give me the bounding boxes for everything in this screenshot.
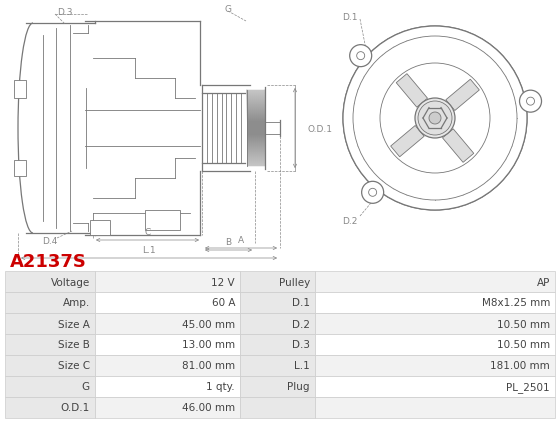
Bar (5, 376, 95, 397)
Text: B: B (226, 237, 232, 247)
Bar (95, 292, 240, 313)
Bar (95, 272, 240, 292)
Circle shape (349, 46, 372, 67)
Text: Plug: Plug (287, 381, 310, 392)
Bar (315, 334, 555, 355)
Text: PL_2501: PL_2501 (506, 381, 550, 392)
Bar (95, 334, 240, 355)
Bar (95, 313, 240, 334)
Bar (240, 292, 315, 313)
Circle shape (362, 182, 384, 204)
Bar (95, 355, 240, 376)
Bar (315, 397, 555, 418)
Bar (315, 313, 555, 334)
Text: Size A: Size A (58, 319, 90, 329)
Bar (5, 272, 95, 292)
Bar (14, 161, 26, 177)
Text: O.D.1: O.D.1 (60, 403, 90, 413)
Circle shape (343, 27, 527, 211)
Polygon shape (391, 126, 424, 157)
Circle shape (380, 64, 490, 173)
Text: Voltage: Voltage (51, 277, 90, 287)
Bar (315, 376, 555, 397)
Bar (90, 220, 110, 236)
Polygon shape (442, 130, 474, 163)
Bar (5, 355, 95, 376)
Bar (240, 334, 315, 355)
Circle shape (429, 113, 441, 125)
Text: D.1: D.1 (342, 12, 358, 21)
Text: G: G (225, 4, 231, 14)
Text: 81.00 mm: 81.00 mm (182, 360, 235, 371)
Polygon shape (396, 74, 427, 108)
Circle shape (368, 189, 377, 197)
Text: Amp.: Amp. (63, 298, 90, 308)
Circle shape (343, 27, 527, 211)
Circle shape (415, 99, 455, 139)
Text: 10.50 mm: 10.50 mm (497, 340, 550, 350)
Text: 46.00 mm: 46.00 mm (182, 403, 235, 413)
Text: 60 A: 60 A (212, 298, 235, 308)
Bar (315, 272, 555, 292)
Bar (315, 355, 555, 376)
Text: Size C: Size C (58, 360, 90, 371)
Text: D.1: D.1 (292, 298, 310, 308)
Text: M8x1.25 mm: M8x1.25 mm (482, 298, 550, 308)
Text: 181.00 mm: 181.00 mm (490, 360, 550, 371)
Bar (5, 334, 95, 355)
Bar (95, 376, 240, 397)
Text: A2137S: A2137S (10, 252, 87, 270)
Text: L.1: L.1 (142, 245, 156, 254)
Polygon shape (446, 80, 479, 111)
Text: D.2: D.2 (342, 216, 358, 225)
Text: O.D.1: O.D.1 (307, 124, 332, 133)
Bar (95, 397, 240, 418)
Text: A: A (238, 236, 244, 244)
Text: L.1: L.1 (294, 360, 310, 371)
Bar (240, 355, 315, 376)
Text: D.2: D.2 (292, 319, 310, 329)
Bar (14, 81, 26, 99)
Text: Size B: Size B (58, 340, 90, 350)
Text: 12 V: 12 V (211, 277, 235, 287)
Text: D.3: D.3 (57, 7, 73, 17)
Text: C: C (144, 227, 151, 237)
Text: Pulley: Pulley (279, 277, 310, 287)
Text: AP: AP (536, 277, 550, 287)
Text: D.4: D.4 (43, 237, 58, 246)
Text: G: G (82, 381, 90, 392)
Text: D.3: D.3 (292, 340, 310, 350)
Bar (5, 292, 95, 313)
Circle shape (367, 51, 503, 187)
Circle shape (353, 37, 517, 201)
Bar (5, 397, 95, 418)
Circle shape (520, 91, 542, 113)
Circle shape (357, 53, 365, 60)
Bar (240, 313, 315, 334)
Bar (315, 292, 555, 313)
Text: 13.00 mm: 13.00 mm (182, 340, 235, 350)
Bar (240, 376, 315, 397)
Text: 1 qty.: 1 qty. (207, 381, 235, 392)
Text: 45.00 mm: 45.00 mm (182, 319, 235, 329)
Bar (240, 397, 315, 418)
Bar (5, 313, 95, 334)
Bar (145, 211, 180, 230)
Circle shape (526, 98, 535, 106)
Bar (240, 272, 315, 292)
Text: 10.50 mm: 10.50 mm (497, 319, 550, 329)
Circle shape (418, 102, 452, 136)
